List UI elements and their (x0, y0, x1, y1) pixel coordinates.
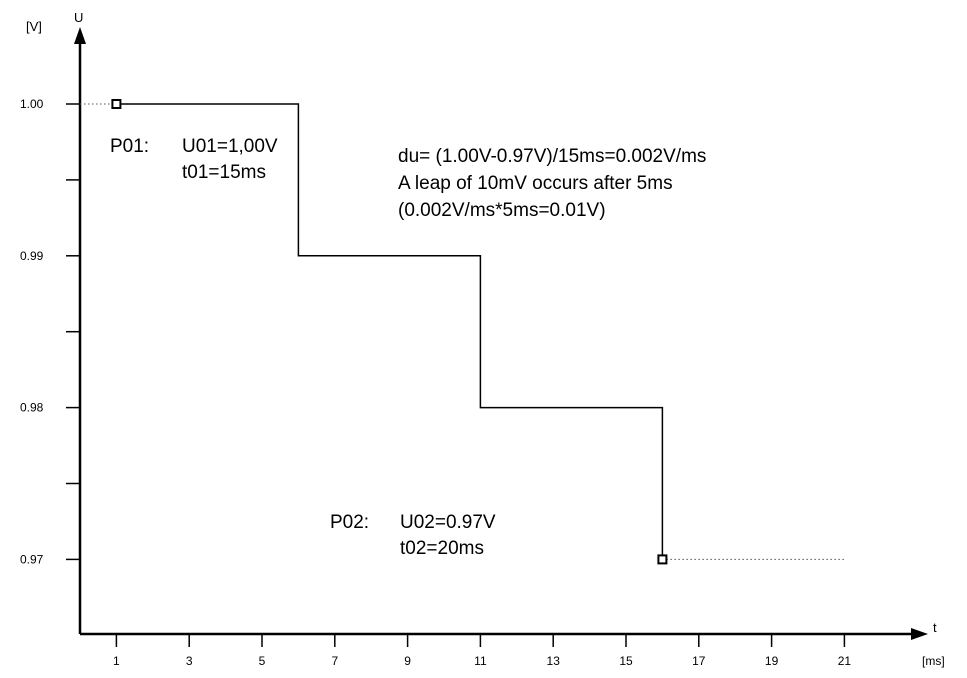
point-marker (657, 554, 668, 565)
x-tick-label: 5 (259, 654, 266, 668)
p02-time: t02=20ms (400, 538, 484, 559)
y-axis-arrow (74, 27, 86, 44)
y-tick-label: 0.99 (20, 249, 44, 263)
p02-voltage: U02=0.97V (400, 512, 496, 533)
p02-name: P02: (330, 512, 369, 533)
x-tick-label: 17 (692, 654, 706, 668)
x-tick-label: 13 (547, 654, 561, 668)
note-line-3: (0.002V/ms*5ms=0.01V) (398, 200, 606, 221)
x-axis-arrow (911, 628, 928, 640)
p01-name: P01: (110, 136, 149, 157)
x-tick-label: 9 (404, 654, 411, 668)
x-tick-label: 3 (186, 654, 193, 668)
x-tick-label: 19 (765, 654, 779, 668)
point-marker (111, 99, 122, 109)
point-markers (111, 99, 668, 565)
y-tick-label: 0.97 (20, 552, 44, 566)
y-ticks: 1.00 0.99 0.98 0.97 (20, 97, 80, 566)
y-axis-label: U (74, 10, 83, 25)
x-tick-label: 11 (474, 654, 487, 668)
x-tick-label: 21 (838, 654, 852, 668)
y-tick-label: 0.98 (20, 401, 44, 415)
x-tick-label: 15 (619, 654, 633, 668)
p01-voltage: U01=1,00V (182, 136, 278, 157)
step-series-line (116, 103, 664, 560)
x-tick-label: 7 (331, 654, 338, 668)
x-axis-label: t (933, 620, 937, 635)
note-line-1: du= (1.00V-0.97V)/15ms=0.002V/ms (398, 146, 706, 167)
x-tick-label: 1 (113, 654, 120, 668)
note-line-2: A leap of 10mV occurs after 5ms (398, 173, 673, 194)
x-ticks: 1 3 5 7 9 11 13 15 17 19 21 (113, 634, 851, 668)
x-axis-unit: [ms] (922, 654, 945, 668)
y-tick-label: 1.00 (20, 97, 44, 111)
y-axis-unit: [V] (26, 19, 42, 34)
p01-time: t01=15ms (182, 162, 266, 183)
